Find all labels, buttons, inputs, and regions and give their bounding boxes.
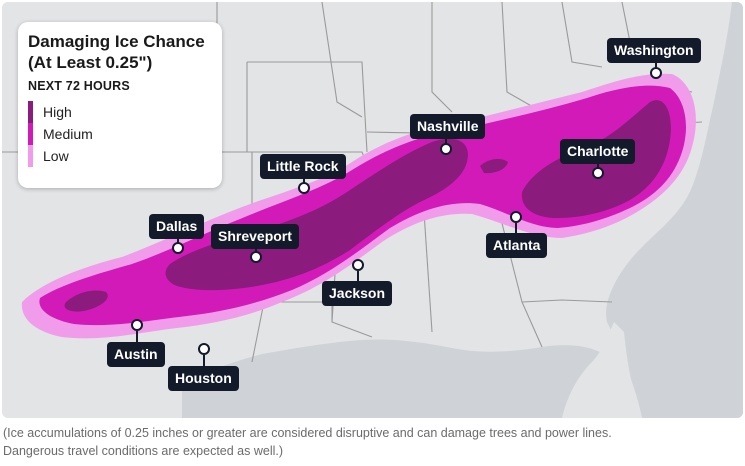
map-canvas [2, 2, 743, 418]
city-stem-austin [136, 331, 138, 343]
city-stem-washington [655, 62, 657, 68]
city-stem-nashville [445, 138, 447, 144]
gulf-of-mexico [182, 339, 627, 418]
legend-subtitle: NEXT 72 HOURS [28, 79, 130, 93]
ice-zone-high-small [480, 158, 508, 174]
legend-swatch-low [28, 145, 33, 167]
city-label-jackson: Jackson [322, 281, 393, 306]
city-pin-charlotte [592, 167, 604, 179]
city-label-shreveport: Shreveport [211, 224, 299, 249]
city-pin-dallas [172, 242, 184, 254]
legend-label-medium: Medium [43, 126, 93, 142]
ice-zone-high-west [165, 138, 468, 291]
legend-swatch-medium [28, 123, 33, 145]
legend-title: Damaging Ice Chance (At Least 0.25") [28, 32, 205, 72]
city-pin-houston [198, 343, 210, 355]
city-pin-little-rock [298, 182, 310, 194]
legend-item-medium: Medium [28, 123, 212, 145]
city-stem-charlotte [597, 163, 599, 168]
city-label-charlotte: Charlotte [560, 139, 636, 164]
map-caption: (Ice accumulations of 0.25 inches or gre… [3, 426, 612, 458]
city-stem-houston [203, 355, 205, 366]
city-stem-shreveport [255, 248, 257, 252]
legend: Damaging Ice Chance (At Least 0.25") NEX… [18, 22, 222, 188]
city-stem-atlanta [515, 223, 517, 233]
city-label-nashville: Nashville [410, 114, 486, 139]
atlantic-ocean [606, 2, 743, 418]
city-label-washington: Washington [607, 38, 701, 63]
legend-label-high: High [43, 104, 72, 120]
city-pin-shreveport [250, 251, 262, 263]
city-stem-jackson [357, 271, 359, 281]
city-label-little-rock: Little Rock [260, 154, 346, 179]
ice-zone-high-southwest [64, 290, 108, 312]
city-label-dallas: Dallas [149, 214, 205, 239]
legend-item-low: Low [28, 145, 212, 167]
legend-list: High Medium Low [28, 101, 212, 167]
legend-swatch-high [28, 101, 33, 123]
city-stem-little-rock [303, 178, 305, 183]
ice-map: Damaging Ice Chance (At Least 0.25") NEX… [2, 2, 743, 418]
city-label-atlanta: Atlanta [486, 233, 548, 258]
city-pin-atlanta [510, 211, 522, 223]
city-stem-dallas [177, 238, 179, 243]
city-label-austin: Austin [107, 342, 165, 367]
city-pin-austin [131, 319, 143, 331]
legend-label-low: Low [43, 148, 69, 164]
city-pin-washington [650, 67, 662, 79]
city-label-houston: Houston [168, 366, 239, 391]
florida [562, 322, 642, 418]
city-pin-jackson [352, 259, 364, 271]
city-pin-nashville [440, 143, 452, 155]
legend-item-high: High [28, 101, 212, 123]
